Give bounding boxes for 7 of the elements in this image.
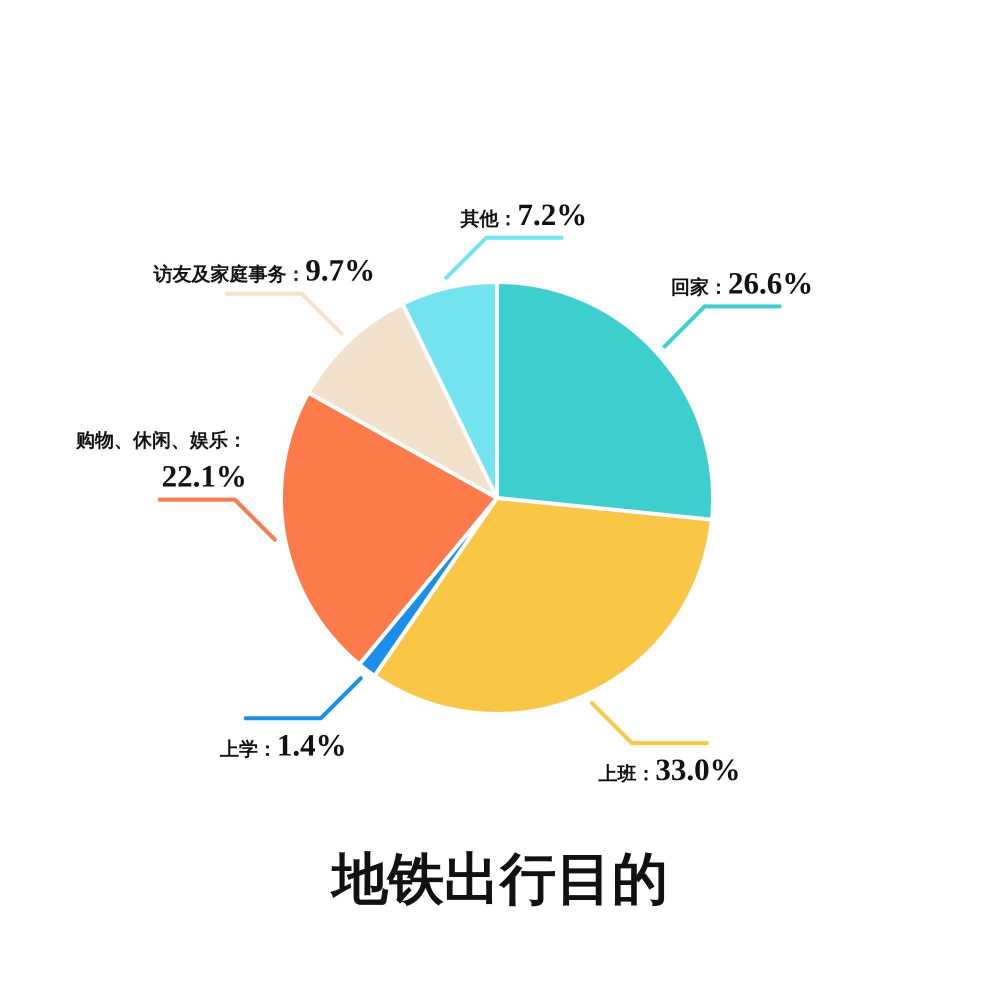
- data-label: 上学：1.4%: [220, 727, 347, 762]
- data-label: 访友及家庭事务：9.7%: [153, 252, 376, 288]
- data-label: 回家：26.6%: [671, 265, 814, 300]
- data-label: 其他：7.2%: [460, 196, 588, 232]
- title: 地铁出行目的: [332, 847, 668, 912]
- data-label: 上班：33.0%: [598, 752, 741, 788]
- data-label: 购物、休闲、娱乐：22.1%: [76, 430, 247, 494]
